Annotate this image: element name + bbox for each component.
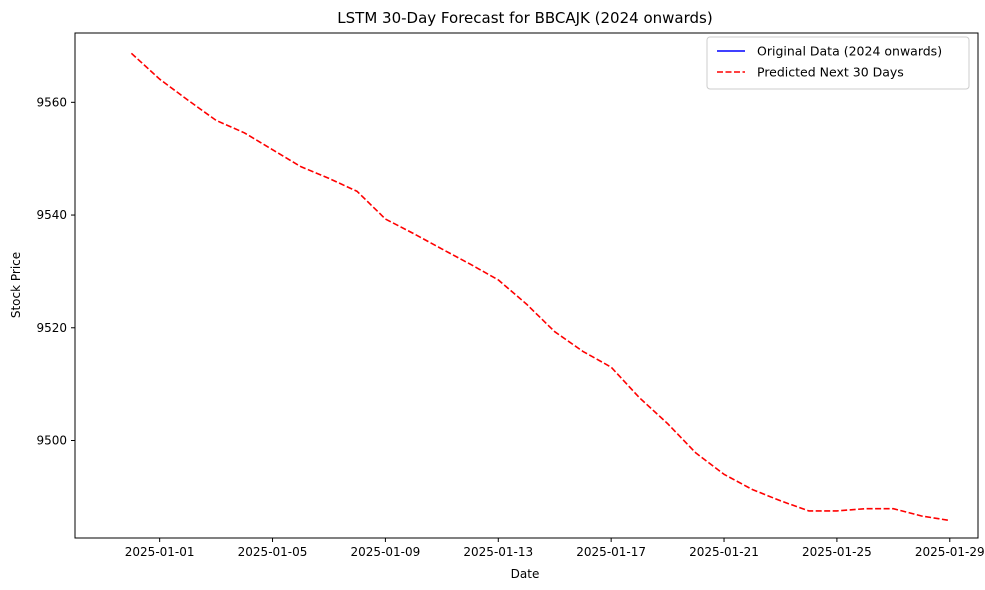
x-tick-label: 2025-01-01 — [125, 545, 195, 559]
y-axis: 9500 9520 9540 9560 — [36, 95, 75, 447]
x-tick-label: 2025-01-17 — [576, 545, 646, 559]
x-tick-label: 2025-01-09 — [351, 545, 421, 559]
plot-area — [130, 52, 950, 522]
x-tick-label: 2025-01-13 — [463, 545, 533, 559]
y-tick-label: 9500 — [36, 433, 67, 447]
chart-title: LSTM 30-Day Forecast for BBCAJK (2024 on… — [337, 9, 712, 27]
x-tick-label: 2025-01-29 — [915, 545, 985, 559]
legend: Original Data (2024 onwards) Predicted Ne… — [706, 36, 970, 90]
y-tick-label: 9560 — [36, 95, 67, 109]
y-tick-label: 9540 — [36, 208, 67, 222]
x-tick-label: 2025-01-05 — [238, 545, 308, 559]
series-line-1 — [130, 52, 950, 522]
legend-label: Predicted Next 30 Days — [757, 65, 904, 80]
x-tick-label: 2025-01-21 — [689, 545, 759, 559]
x-tick-label: 2025-01-25 — [802, 545, 872, 559]
legend-label: Original Data (2024 onwards) — [757, 44, 942, 59]
legend-box — [706, 36, 970, 90]
x-axis: 2025-01-01 2025-01-05 2025-01-09 2025-01-13… — [125, 538, 985, 559]
x-axis-title: Date — [511, 567, 540, 581]
plot-frame — [74, 32, 979, 539]
y-axis-title: Stock Price — [9, 252, 23, 318]
y-tick-label: 9520 — [36, 321, 67, 335]
